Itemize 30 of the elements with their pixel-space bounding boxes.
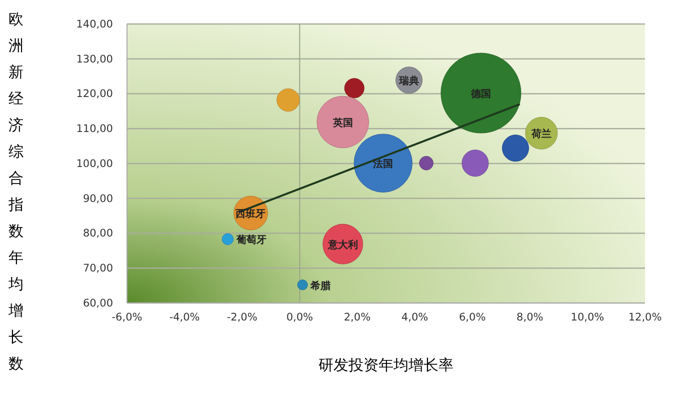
x-tick-label: -6,0% (112, 311, 142, 324)
annotation: 法国 (372, 158, 394, 170)
annotation: 葡萄牙 (235, 234, 266, 246)
annotation: 荷兰 (530, 128, 552, 140)
annotation: 德国 (470, 88, 491, 100)
y-tick-label: 140,00 (76, 18, 113, 30)
annotation: 意大利 (326, 239, 358, 252)
x-tick-label: 10,0% (570, 311, 604, 324)
y-tick-label: 100,00 (76, 158, 113, 170)
x-tick-label: 0,0% (286, 311, 314, 324)
annotation: 西班牙 (234, 208, 266, 220)
x-tick-label: -2,0% (226, 311, 258, 324)
x-tick-label: 6,0% (458, 311, 486, 324)
y-tick-label: 60,00 (82, 297, 113, 310)
y-tick-label: 90,00 (82, 192, 113, 205)
annotation: 英国 (332, 117, 353, 129)
x-tick-label: 8,0% (516, 311, 544, 324)
y-tick-label: 70,00 (82, 262, 113, 274)
y-tick-label: 130,00 (76, 53, 113, 66)
y-tick-label: 110,00 (76, 122, 113, 135)
y-tick-label: 80,00 (82, 228, 113, 240)
annotation: 瑞典 (398, 75, 420, 88)
x-tick-label: 12,0% (628, 311, 662, 324)
x-tick-label: 4,0% (401, 311, 428, 324)
annotation: 希腊 (310, 280, 331, 292)
x-tick-label: -4,0% (169, 311, 200, 324)
text: 欧洲新经济综合指数年均增长数 (8, 10, 24, 372)
x-tick-label: 2,0% (344, 311, 371, 324)
x-axis-title: 研发投资年均增长率 (318, 356, 454, 374)
y-tick-label: 120,00 (76, 88, 113, 100)
